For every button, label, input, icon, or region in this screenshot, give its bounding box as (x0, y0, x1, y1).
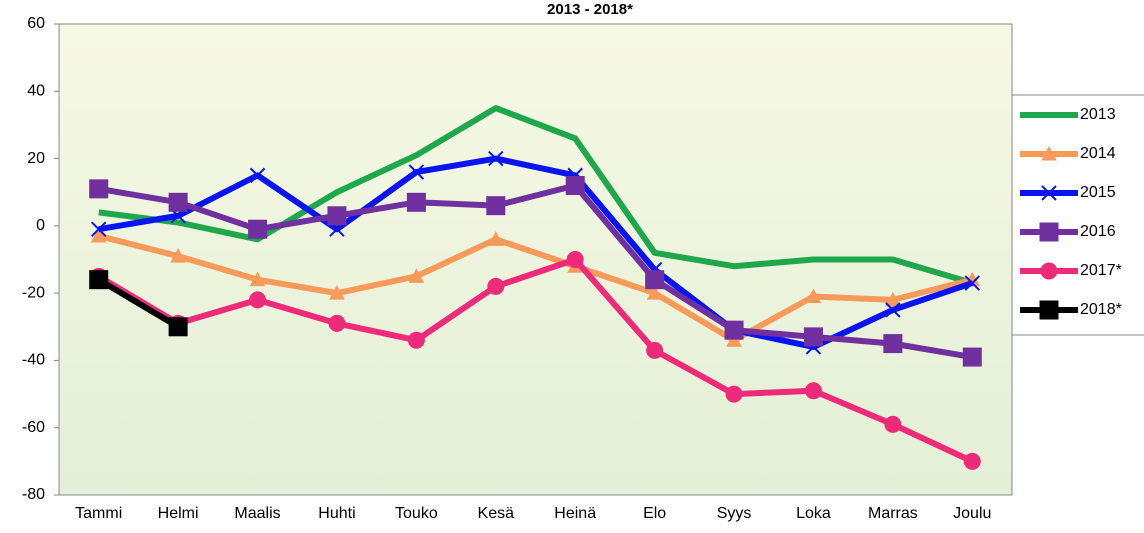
marker (168, 192, 188, 212)
marker (1041, 145, 1057, 161)
marker (645, 270, 665, 290)
y-tick-label: 60 (27, 15, 45, 32)
marker (406, 192, 426, 212)
legend-box (1011, 94, 1144, 336)
series-line (97, 256, 974, 465)
chart-title: 2013 - 2018* (547, 1, 633, 18)
y-tick-label: -40 (22, 352, 45, 369)
y-tick-label: -20 (22, 284, 45, 301)
marker (89, 179, 109, 199)
y-tick-label: -80 (22, 486, 45, 503)
marker (725, 385, 743, 403)
legend-label: 2014 (1080, 145, 1116, 162)
marker (488, 150, 504, 167)
x-tick-label: Marras (868, 505, 918, 522)
marker (1039, 300, 1059, 320)
marker (1040, 262, 1058, 280)
marker (726, 332, 742, 347)
x-tick-label: Huhti (318, 505, 355, 522)
marker (91, 221, 107, 237)
marker (646, 341, 664, 359)
marker (805, 288, 822, 304)
marker (89, 270, 109, 290)
y-tick-label: 40 (27, 83, 45, 100)
marker (329, 285, 345, 300)
series-line (98, 105, 974, 286)
marker (883, 334, 903, 354)
x-tick-label: Joulu (953, 505, 991, 522)
marker (327, 206, 347, 226)
marker (804, 382, 822, 400)
marker (565, 175, 585, 195)
marker (90, 227, 107, 243)
marker (1041, 185, 1057, 201)
marker (884, 415, 902, 433)
marker (724, 320, 744, 340)
legend-label: 2013 (1080, 106, 1116, 123)
legend-label: 2017* (1080, 262, 1122, 279)
marker (407, 331, 425, 349)
marker (408, 268, 425, 283)
marker (803, 327, 823, 347)
legend-label: 2018* (1080, 301, 1122, 318)
x-tick-label: Helmi (158, 505, 199, 522)
y-tick-label: 0 (36, 217, 45, 234)
marker (885, 291, 901, 307)
marker (1039, 222, 1059, 242)
marker (170, 248, 186, 263)
plot: -80 -60 -40 -20 0 20 40 60 Tammi Helmi Maalis Huhti… (22, 15, 1122, 522)
y-tick-label: -60 (22, 419, 45, 436)
x-tick-label: Syys (717, 505, 752, 522)
legend-label: 2016 (1080, 223, 1116, 240)
x-tick-label: Elo (643, 505, 666, 522)
series-line (97, 277, 180, 330)
x-tick-label: Heinä (554, 505, 596, 522)
series-line (97, 233, 974, 344)
marker (249, 271, 266, 287)
x-tick-label: Maalis (234, 505, 280, 522)
series-line (98, 182, 973, 361)
x-tick-label: Tammi (75, 505, 122, 522)
x-tick-label: Touko (395, 505, 438, 522)
marker (964, 275, 980, 291)
marker (249, 167, 266, 184)
y-tick-label: 20 (27, 150, 45, 167)
marker (328, 314, 346, 332)
marker (487, 277, 505, 295)
marker (486, 196, 506, 216)
x-tick-label: Loka (796, 505, 831, 522)
marker (487, 231, 504, 246)
marker (249, 291, 267, 309)
marker (566, 251, 584, 268)
marker (408, 164, 425, 180)
marker (248, 219, 268, 239)
marker (168, 317, 188, 337)
legend-label: 2015 (1080, 184, 1116, 201)
marker (963, 452, 981, 470)
x-tick-label: Kesä (478, 505, 515, 522)
marker (962, 347, 982, 367)
marker (646, 285, 663, 300)
marker (885, 302, 901, 318)
